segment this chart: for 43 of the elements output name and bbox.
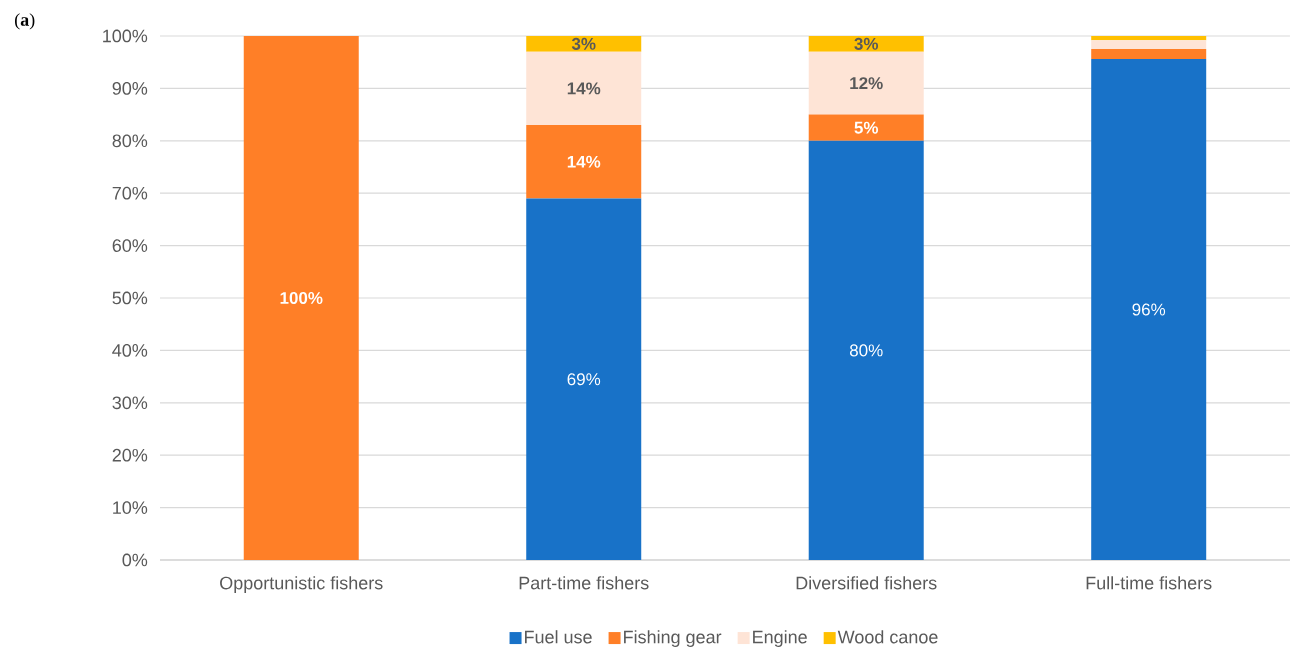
legend-label: Engine [753, 630, 807, 647]
bar [808, 114, 924, 141]
data-label: 80% [849, 344, 883, 357]
y-tick-label: 100% [103, 29, 148, 43]
bar [526, 51, 642, 126]
data-label: 14% [567, 155, 601, 168]
y-tick-label: 90% [112, 82, 148, 95]
y-tick-label: 60% [112, 239, 148, 252]
data-label: 14% [567, 82, 601, 95]
y-tick-label: 30% [112, 396, 148, 410]
bar [526, 125, 642, 199]
x-tick-label: Full-time fishers [1086, 576, 1212, 590]
bar [1091, 40, 1207, 50]
data-label: 69% [567, 373, 601, 386]
bar [808, 51, 924, 115]
y-tick-label: 70% [112, 186, 148, 200]
y-tick-label: 80% [112, 134, 148, 148]
legend-label: Wood canoe [837, 630, 938, 644]
bar [1091, 49, 1207, 60]
data-label: 3% [571, 37, 596, 50]
data-label: 12% [850, 77, 883, 90]
y-tick-label: 50% [112, 291, 148, 305]
bar [1091, 59, 1207, 560]
bar [526, 198, 642, 560]
data-label: 5% [854, 121, 879, 134]
bar [526, 35, 642, 52]
data-label: 100% [280, 291, 323, 305]
text: (a) [14, 13, 35, 30]
bar [243, 35, 359, 560]
x-tick-label: Diversified fishers [796, 576, 937, 590]
y-tick-label: 10% [113, 501, 148, 514]
data-label: 96% [1132, 303, 1166, 316]
legend-label: Fishing gear [624, 630, 722, 647]
y-tick-label: 0% [122, 553, 148, 567]
data-label: 3% [854, 37, 879, 50]
x-tick-label: Part-time fishers [519, 576, 649, 590]
bar [808, 140, 924, 560]
y-tick-label: 20% [112, 448, 148, 462]
bar [1091, 35, 1207, 41]
legend-label: Fuel use [525, 630, 592, 644]
x-tick-label: Opportunistic fishers [220, 576, 383, 593]
y-tick-label: 40% [112, 344, 148, 357]
bar [808, 35, 924, 52]
